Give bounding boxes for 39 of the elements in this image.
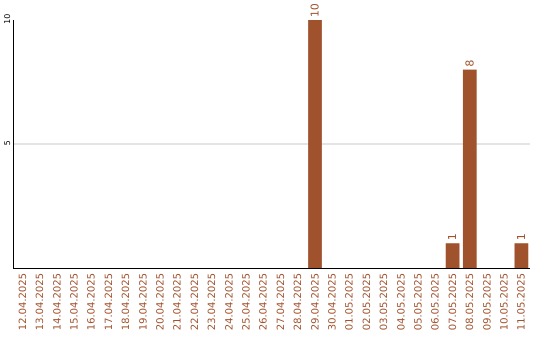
x-tick-label: 18.04.2025 [121, 273, 132, 330]
x-tick-label: 29.04.2025 [310, 273, 322, 330]
x-tick-label: 28.04.2025 [293, 273, 304, 330]
x-tick-label: 07.05.2025 [448, 273, 459, 330]
x-tick-label: 11.05.2025 [516, 273, 528, 330]
x-tick-label: 13.04.2025 [35, 273, 46, 330]
x-tick-label: 08.05.2025 [465, 273, 476, 330]
bar [462, 70, 477, 268]
x-tick-label: 03.05.2025 [379, 273, 390, 330]
x-tick-label: 01.05.2025 [344, 273, 356, 330]
x-tick-label: 21.04.2025 [172, 273, 184, 330]
x-tick-label: 16.04.2025 [86, 273, 98, 330]
x-tick-label: 20.04.2025 [155, 273, 166, 330]
data-label: 1 [514, 233, 528, 240]
bar [514, 243, 528, 268]
x-tick-label: 30.04.2025 [327, 273, 338, 330]
x-tick-label: 27.04.2025 [276, 273, 287, 330]
y-tick-label: 5 [2, 140, 12, 146]
x-tick-label: 04.05.2025 [396, 273, 408, 330]
x-tick-label: 19.04.2025 [138, 273, 150, 330]
x-tick-label: 09.05.2025 [482, 273, 494, 330]
x-tick-label: 25.04.2025 [241, 273, 252, 330]
x-tick-label: 10.05.2025 [499, 273, 510, 330]
x-tick-label: 17.04.2025 [104, 273, 115, 330]
bar [308, 20, 322, 268]
x-tick-label: 23.04.2025 [207, 273, 218, 330]
x-tick-label: 15.04.2025 [69, 273, 80, 330]
x-tick-label: 26.04.2025 [258, 273, 270, 330]
x-tick-label: 06.05.2025 [430, 273, 442, 330]
x-tick-label: 05.05.2025 [413, 273, 424, 330]
data-label: 1 [446, 233, 460, 240]
data-label: 8 [463, 60, 476, 67]
x-tick-label: 14.04.2025 [52, 273, 64, 330]
x-tick-label: 24.04.2025 [224, 273, 236, 330]
bar [446, 243, 460, 268]
x-tick-label: 12.04.2025 [18, 273, 29, 330]
x-tick-label: 02.05.2025 [362, 273, 373, 330]
x-tick-label: 22.04.2025 [190, 273, 201, 330]
data-label: 10 [308, 3, 322, 17]
